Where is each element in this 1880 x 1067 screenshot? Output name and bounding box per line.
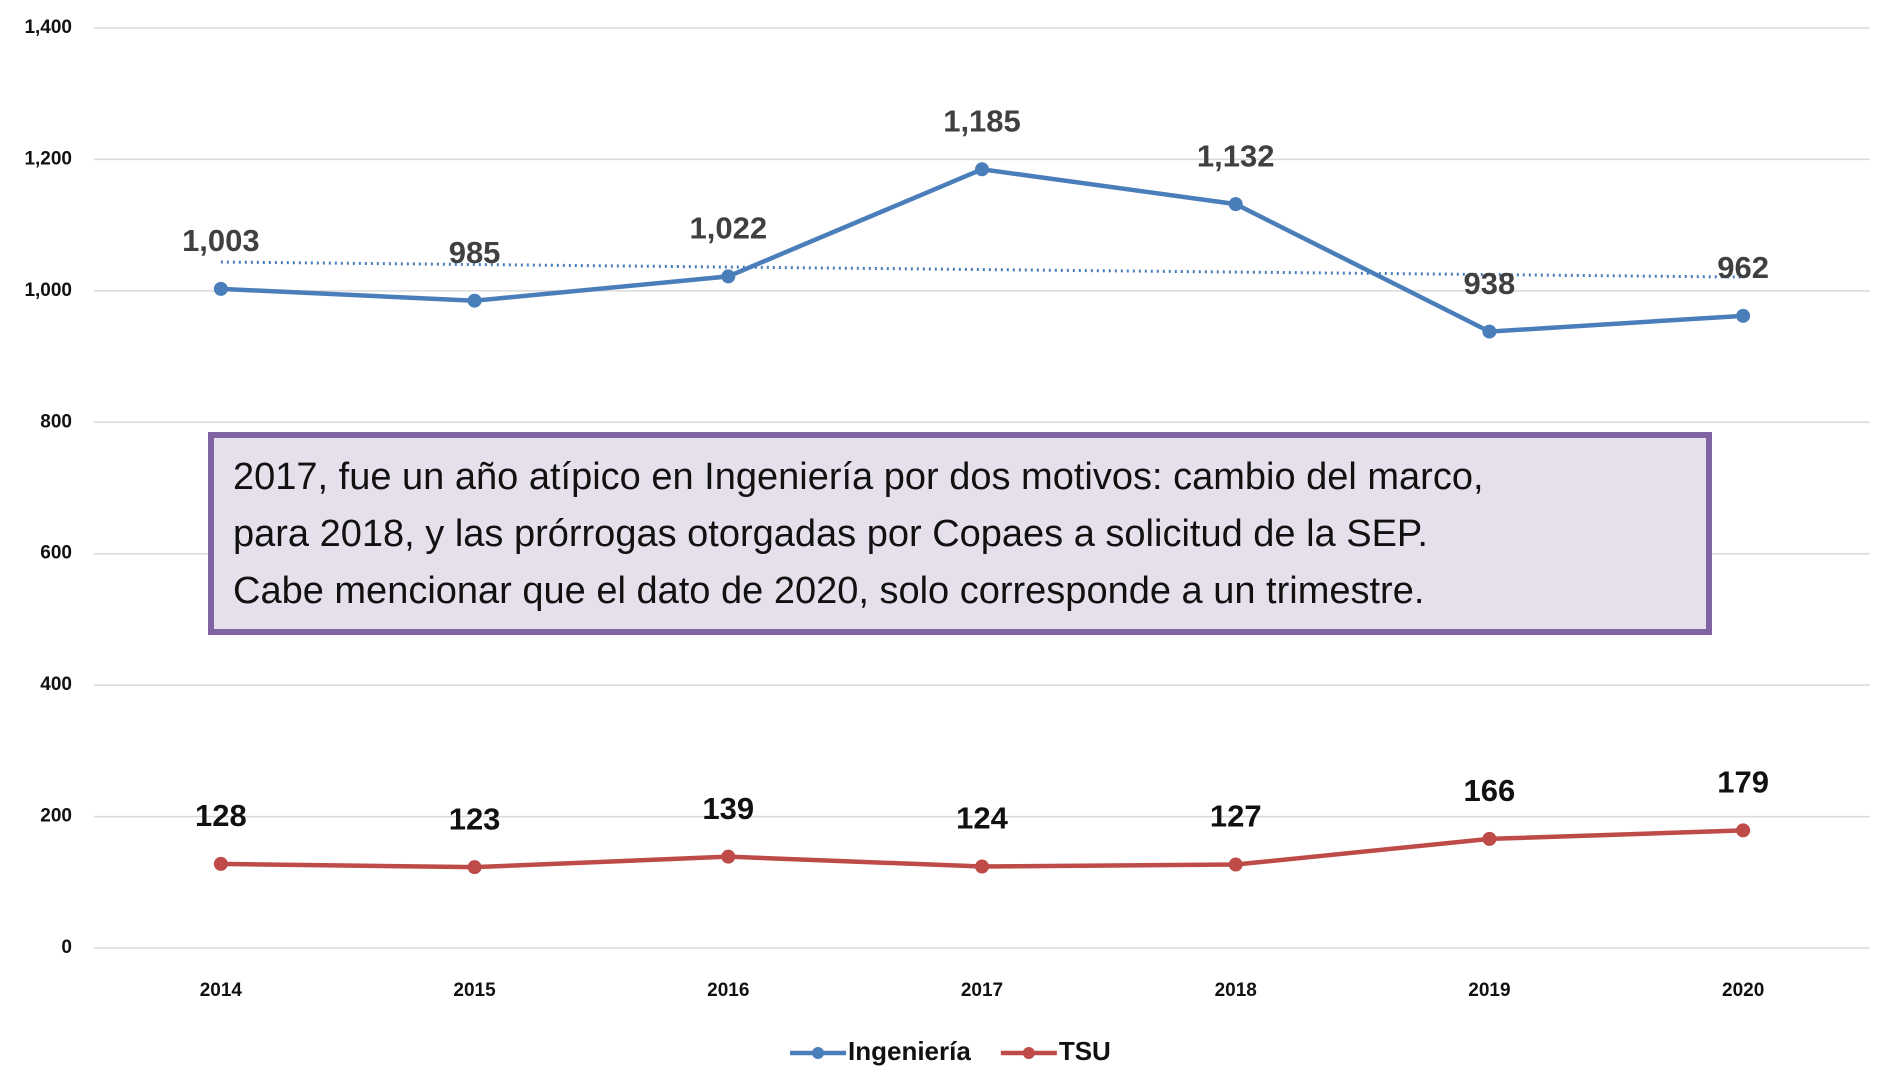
- y-tick-label: 0: [61, 937, 72, 958]
- data-label: 179: [1717, 765, 1769, 800]
- data-label: 128: [195, 798, 247, 833]
- data-label: 123: [449, 801, 501, 836]
- x-tick-label: 2014: [200, 980, 243, 1001]
- trendline: [220, 260, 1744, 279]
- point: [467, 293, 482, 308]
- x-tick-label: 2016: [707, 980, 749, 1001]
- data-label: 124: [956, 801, 1008, 836]
- y-tick-label: 1,400: [24, 17, 72, 38]
- x-tick-label: 2017: [961, 980, 1003, 1001]
- data-label: 938: [1464, 266, 1516, 301]
- point: [1482, 831, 1497, 846]
- point: [1482, 324, 1497, 339]
- x-tick-label: 2015: [453, 980, 496, 1001]
- data-label: 166: [1464, 773, 1516, 808]
- point: [975, 162, 989, 177]
- point: [1736, 308, 1751, 323]
- data-label: 1,185: [943, 103, 1021, 138]
- x-tick-label: 2020: [1722, 980, 1764, 1001]
- annotation-box: [208, 432, 1712, 635]
- data-label: 1,022: [689, 211, 767, 246]
- data-label: 127: [1210, 799, 1262, 834]
- legend-marker: [1022, 1047, 1035, 1059]
- legend-label: Ingeniería: [848, 1036, 971, 1066]
- y-tick-label: 800: [40, 411, 72, 432]
- x-tick-label: 2019: [1468, 980, 1510, 1001]
- y-tick-label: 1,000: [24, 280, 72, 301]
- data-label: 139: [702, 791, 754, 826]
- point: [1228, 197, 1243, 212]
- point: [975, 859, 989, 874]
- annotation-text: 2017, fue un año atípico en Ingeniería p…: [233, 456, 1484, 498]
- y-tick-label: 1,200: [24, 148, 72, 169]
- y-tick-label: 200: [40, 806, 72, 827]
- annotation-text: Cabe mencionar que el dato de 2020, solo…: [233, 570, 1424, 612]
- legend-marker: [812, 1047, 824, 1059]
- y-tick-label: 600: [40, 543, 72, 564]
- data-label: 985: [449, 235, 501, 270]
- legend-label: TSU: [1059, 1036, 1111, 1066]
- data-label: 1,132: [1197, 138, 1275, 173]
- point: [467, 860, 482, 875]
- data-label: 1,003: [182, 223, 260, 258]
- point: [213, 281, 228, 296]
- point: [721, 849, 736, 864]
- annotation-text: para 2018, y las prórrogas otorgadas por…: [233, 513, 1428, 555]
- y-tick-label: 400: [40, 674, 72, 695]
- data-label: 962: [1717, 250, 1769, 285]
- point: [1736, 823, 1751, 838]
- point: [1228, 857, 1243, 872]
- point: [213, 856, 228, 871]
- x-tick-label: 2018: [1215, 980, 1257, 1001]
- point: [721, 269, 736, 284]
